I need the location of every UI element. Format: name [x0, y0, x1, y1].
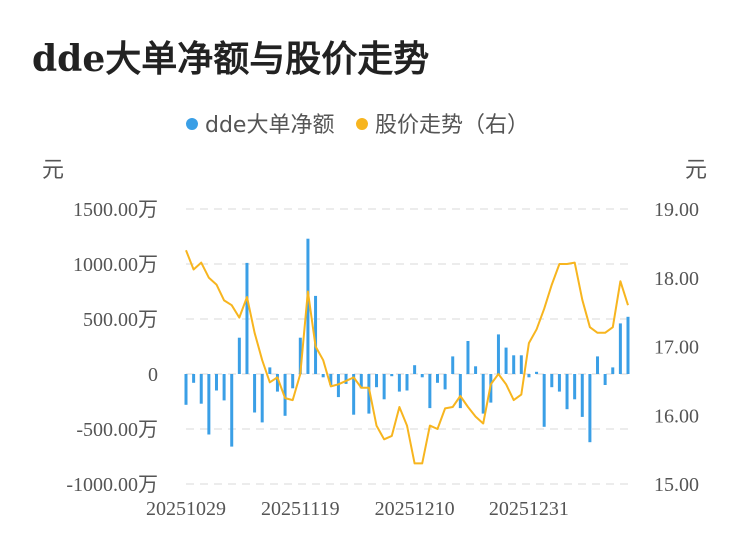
left-tick-label: -500.00万 [76, 419, 158, 441]
bar [512, 355, 516, 374]
bar [245, 262, 249, 374]
x-tick-label: 20251231 [489, 498, 569, 520]
bar [611, 367, 615, 374]
left-tick-label: -1000.00万 [66, 474, 158, 496]
bar [428, 374, 432, 409]
bar [596, 356, 600, 374]
bar [397, 374, 401, 392]
right-tick-label: 15.00 [654, 474, 699, 496]
bar [367, 374, 371, 414]
bar [199, 374, 203, 404]
bar [588, 374, 592, 443]
bar [451, 356, 455, 374]
bar [542, 374, 546, 427]
bar [275, 374, 279, 392]
bar [413, 365, 417, 374]
bar [207, 374, 211, 435]
bar [420, 374, 424, 378]
price-line [185, 249, 629, 465]
bar [626, 316, 630, 374]
bar [458, 374, 462, 409]
bar [306, 238, 310, 374]
left-tick-label: 0 [148, 364, 158, 386]
bar [352, 374, 356, 415]
right-tick-label: 17.00 [654, 337, 699, 359]
x-tick-label: 20251210 [375, 498, 455, 520]
bar [504, 347, 508, 374]
bar [314, 295, 318, 374]
left-tick-label: 500.00万 [83, 309, 158, 331]
bar [184, 374, 188, 405]
line-layer [185, 249, 629, 465]
axis-layer: -1000.00万 -500.00万 0 500.00万 1000.00万 1500.00… [42, 158, 707, 520]
bar [557, 374, 561, 392]
chart-title: dde大单净额与股价走势 [32, 38, 430, 80]
legend-label-price: 股价走势（右） [375, 113, 529, 138]
bar [375, 374, 379, 388]
left-tick-label: 1000.00万 [73, 254, 158, 276]
bar [390, 374, 394, 377]
bar [298, 337, 302, 374]
bar [268, 367, 272, 374]
bar [336, 374, 340, 398]
left-unit-label: 元 [42, 158, 64, 183]
grid-layer [186, 208, 628, 485]
x-tick-label: 20251029 [146, 498, 226, 520]
bar [550, 374, 554, 388]
bar [573, 374, 577, 400]
bar [283, 374, 287, 416]
bar [291, 374, 295, 389]
bar [214, 374, 218, 391]
bar [435, 374, 439, 383]
legend-label-dde: dde大单净额 [205, 113, 334, 138]
bar [260, 374, 264, 423]
bar [535, 371, 539, 374]
bar [481, 374, 485, 414]
right-tick-label: 16.00 [654, 405, 699, 427]
bar-layer [184, 238, 630, 447]
bar [443, 374, 447, 390]
bar [237, 337, 241, 374]
bar [618, 323, 622, 374]
bar [230, 374, 234, 447]
bar [565, 374, 569, 410]
right-tick-label: 19.00 [654, 199, 699, 221]
left-tick-label: 1500.00万 [73, 199, 158, 221]
legend-marker-dde [186, 118, 198, 130]
bar [519, 355, 523, 374]
bar [329, 374, 333, 385]
bar [382, 374, 386, 400]
legend-marker-price [356, 118, 368, 130]
bar [253, 374, 257, 413]
bar [344, 374, 348, 384]
bar [474, 366, 478, 374]
legend: dde大单净额 股价走势（右） [186, 113, 529, 138]
bar [466, 341, 470, 374]
right-tick-label: 18.00 [654, 268, 699, 290]
bar [603, 374, 607, 385]
bar [580, 374, 584, 417]
bar [222, 374, 226, 401]
bar [405, 374, 409, 391]
bar [359, 374, 363, 389]
bar [496, 334, 500, 374]
bar [527, 374, 531, 378]
x-tick-label: 20251119 [261, 498, 340, 520]
right-unit-label: 元 [685, 158, 707, 183]
bar [321, 374, 325, 378]
bar [192, 374, 196, 383]
